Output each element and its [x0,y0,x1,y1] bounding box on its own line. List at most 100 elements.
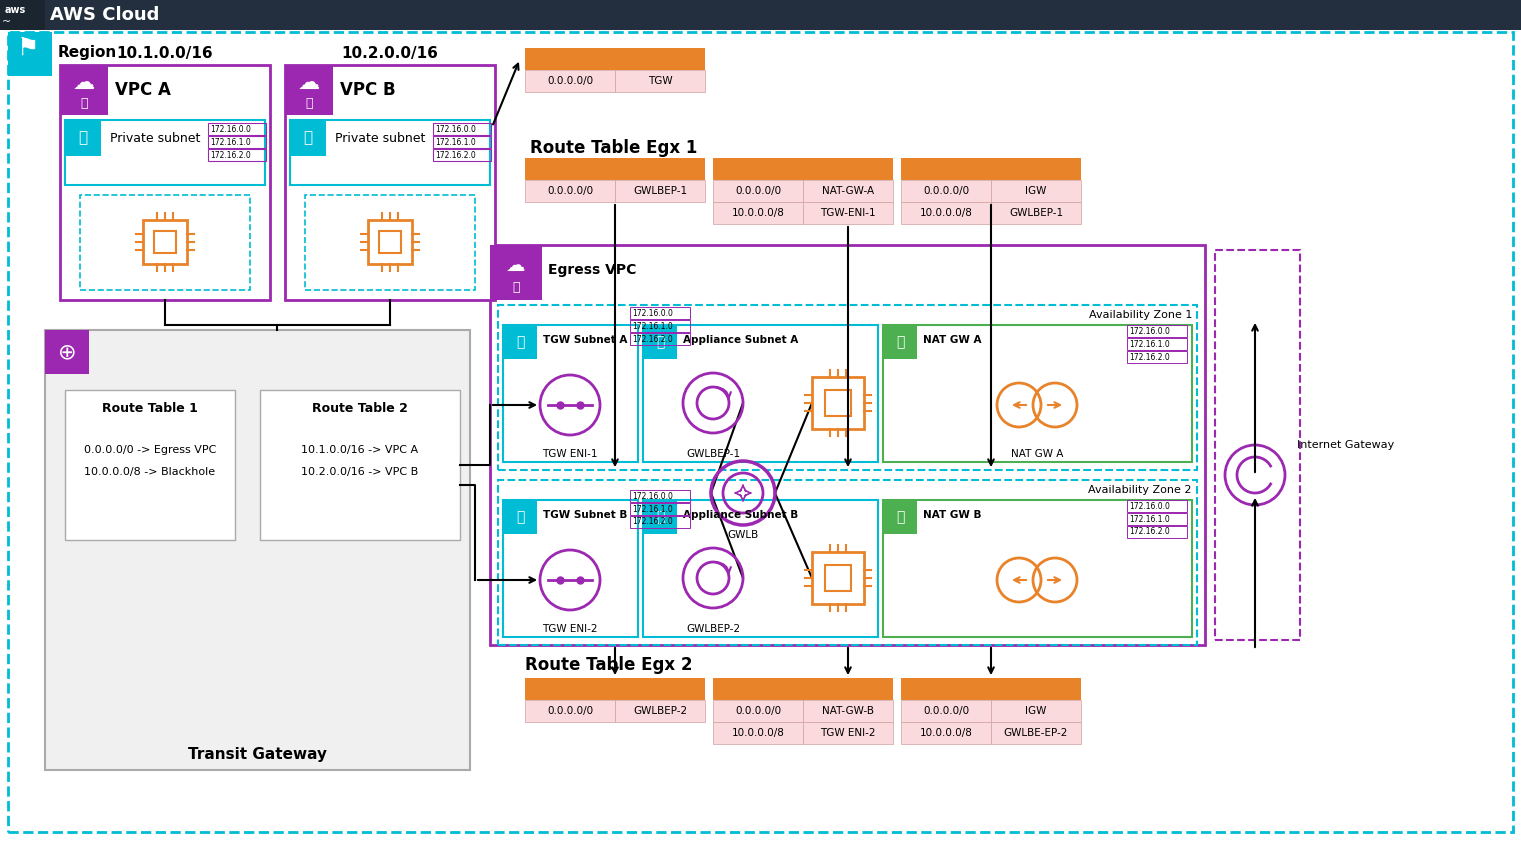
Bar [46,330,90,374]
Text: VPC A: VPC A [116,81,170,99]
Text: ⊕: ⊕ [58,342,76,362]
Text: Route Table Egx 1: Route Table Egx 1 [529,139,697,157]
Bar [208,123,266,135]
Bar [900,158,992,180]
Text: 10.1.0.0/16: 10.1.0.0/16 [117,45,213,61]
Text: 172.16.1.0: 172.16.1.0 [1129,515,1170,523]
Bar [1127,513,1186,525]
Text: 172.16.1.0: 172.16.1.0 [633,505,672,514]
Text: TGW ENI-2: TGW ENI-2 [543,624,598,634]
Bar [643,325,878,462]
Text: 0.0.0.0/0: 0.0.0.0/0 [923,706,969,716]
Bar [46,330,470,770]
Text: ☁: ☁ [73,73,96,93]
Text: 172.16.0.0: 172.16.0.0 [1129,326,1170,336]
Bar [433,123,491,135]
Text: NAT GW A: NAT GW A [1011,449,1063,459]
Text: 🔒: 🔒 [896,510,903,524]
Text: 0.0.0.0/0: 0.0.0.0/0 [548,706,593,716]
Text: Internet Gateway: Internet Gateway [1297,440,1395,450]
Text: VPC B: VPC B [341,81,395,99]
Text: NAT GW B: NAT GW B [923,510,981,520]
Text: 172.16.0.0: 172.16.0.0 [435,124,476,134]
Bar [643,500,878,637]
Text: 10.0.0.0/8 -> Blackhole: 10.0.0.0/8 -> Blackhole [85,467,216,477]
Bar [525,48,614,70]
Bar [900,700,992,722]
Bar [713,158,803,180]
Bar [525,70,614,92]
Bar [525,158,614,180]
Text: Route Table 1: Route Table 1 [102,401,198,415]
Bar [65,390,236,540]
Bar [59,65,108,115]
Text: 172.16.2.0: 172.16.2.0 [633,517,672,526]
Bar [1215,250,1300,640]
Bar [208,136,266,148]
Bar [0,0,1521,30]
Bar [291,120,490,185]
Bar [630,333,691,345]
Bar [1127,351,1186,363]
Bar [284,65,333,115]
Text: Transit Gateway: Transit Gateway [187,748,327,763]
Text: 0.0.0.0/0: 0.0.0.0/0 [735,706,782,716]
Bar [630,516,691,528]
Text: 🔒: 🔒 [303,130,312,145]
Bar [803,722,893,744]
Text: GWLBEP-2: GWLBEP-2 [633,706,687,716]
Text: 10.0.0.0/8: 10.0.0.0/8 [920,728,972,738]
Text: 10.2.0.0/16: 10.2.0.0/16 [342,45,438,61]
Text: Appliance Subnet B: Appliance Subnet B [683,510,799,520]
Bar [824,565,852,591]
Text: TGW ENI-2: TGW ENI-2 [820,728,876,738]
Text: 172.16.1.0: 172.16.1.0 [210,137,251,146]
Bar [713,700,803,722]
Text: 10.0.0.0/8: 10.0.0.0/8 [732,208,785,218]
Text: TGW Subnet A: TGW Subnet A [543,335,627,345]
Text: 10.0.0.0/8: 10.0.0.0/8 [732,728,785,738]
Text: 10.0.0.0/8: 10.0.0.0/8 [920,208,972,218]
Text: aws: aws [5,5,26,15]
Bar [900,180,992,202]
Text: IGW: IGW [1025,186,1046,196]
Text: 172.16.2.0: 172.16.2.0 [210,151,251,160]
Text: 🔒: 🔒 [516,510,525,524]
Bar [992,678,1081,700]
Bar [525,678,614,700]
Bar [497,305,1197,470]
Text: AWS Cloud: AWS Cloud [50,6,160,24]
Bar [614,48,706,70]
Text: Region: Region [58,45,117,60]
Text: 0.0.0.0/0 -> Egress VPC: 0.0.0.0/0 -> Egress VPC [84,445,216,455]
Text: 🔒: 🔒 [306,97,313,109]
Bar [803,202,893,224]
Text: Route Table Egx 2: Route Table Egx 2 [525,656,692,674]
Bar [900,202,992,224]
Bar [503,500,537,534]
Bar [260,390,459,540]
Bar [884,325,917,359]
Bar [713,678,803,700]
Bar [503,500,637,637]
Text: GWLBEP-1: GWLBEP-1 [633,186,687,196]
Text: GWLBEP-1: GWLBEP-1 [686,449,741,459]
Bar [812,377,864,429]
Text: 172.16.1.0: 172.16.1.0 [633,321,672,331]
Text: NAT-GW-B: NAT-GW-B [821,706,875,716]
Text: 172.16.2.0: 172.16.2.0 [633,335,672,343]
Bar [291,120,325,156]
Text: 172.16.2.0: 172.16.2.0 [1129,527,1170,537]
Bar [490,245,541,300]
Text: IGW: IGW [1025,706,1046,716]
Bar [143,220,187,264]
Text: 0.0.0.0/0: 0.0.0.0/0 [735,186,782,196]
Text: 172.16.2.0: 172.16.2.0 [435,151,476,160]
Bar [992,700,1081,722]
Bar [812,552,864,604]
Text: 🔒: 🔒 [656,510,665,524]
Bar [713,202,803,224]
Text: GWLB: GWLB [727,530,759,540]
Text: 0.0.0.0/0: 0.0.0.0/0 [923,186,969,196]
Text: 172.16.0.0: 172.16.0.0 [1129,501,1170,510]
